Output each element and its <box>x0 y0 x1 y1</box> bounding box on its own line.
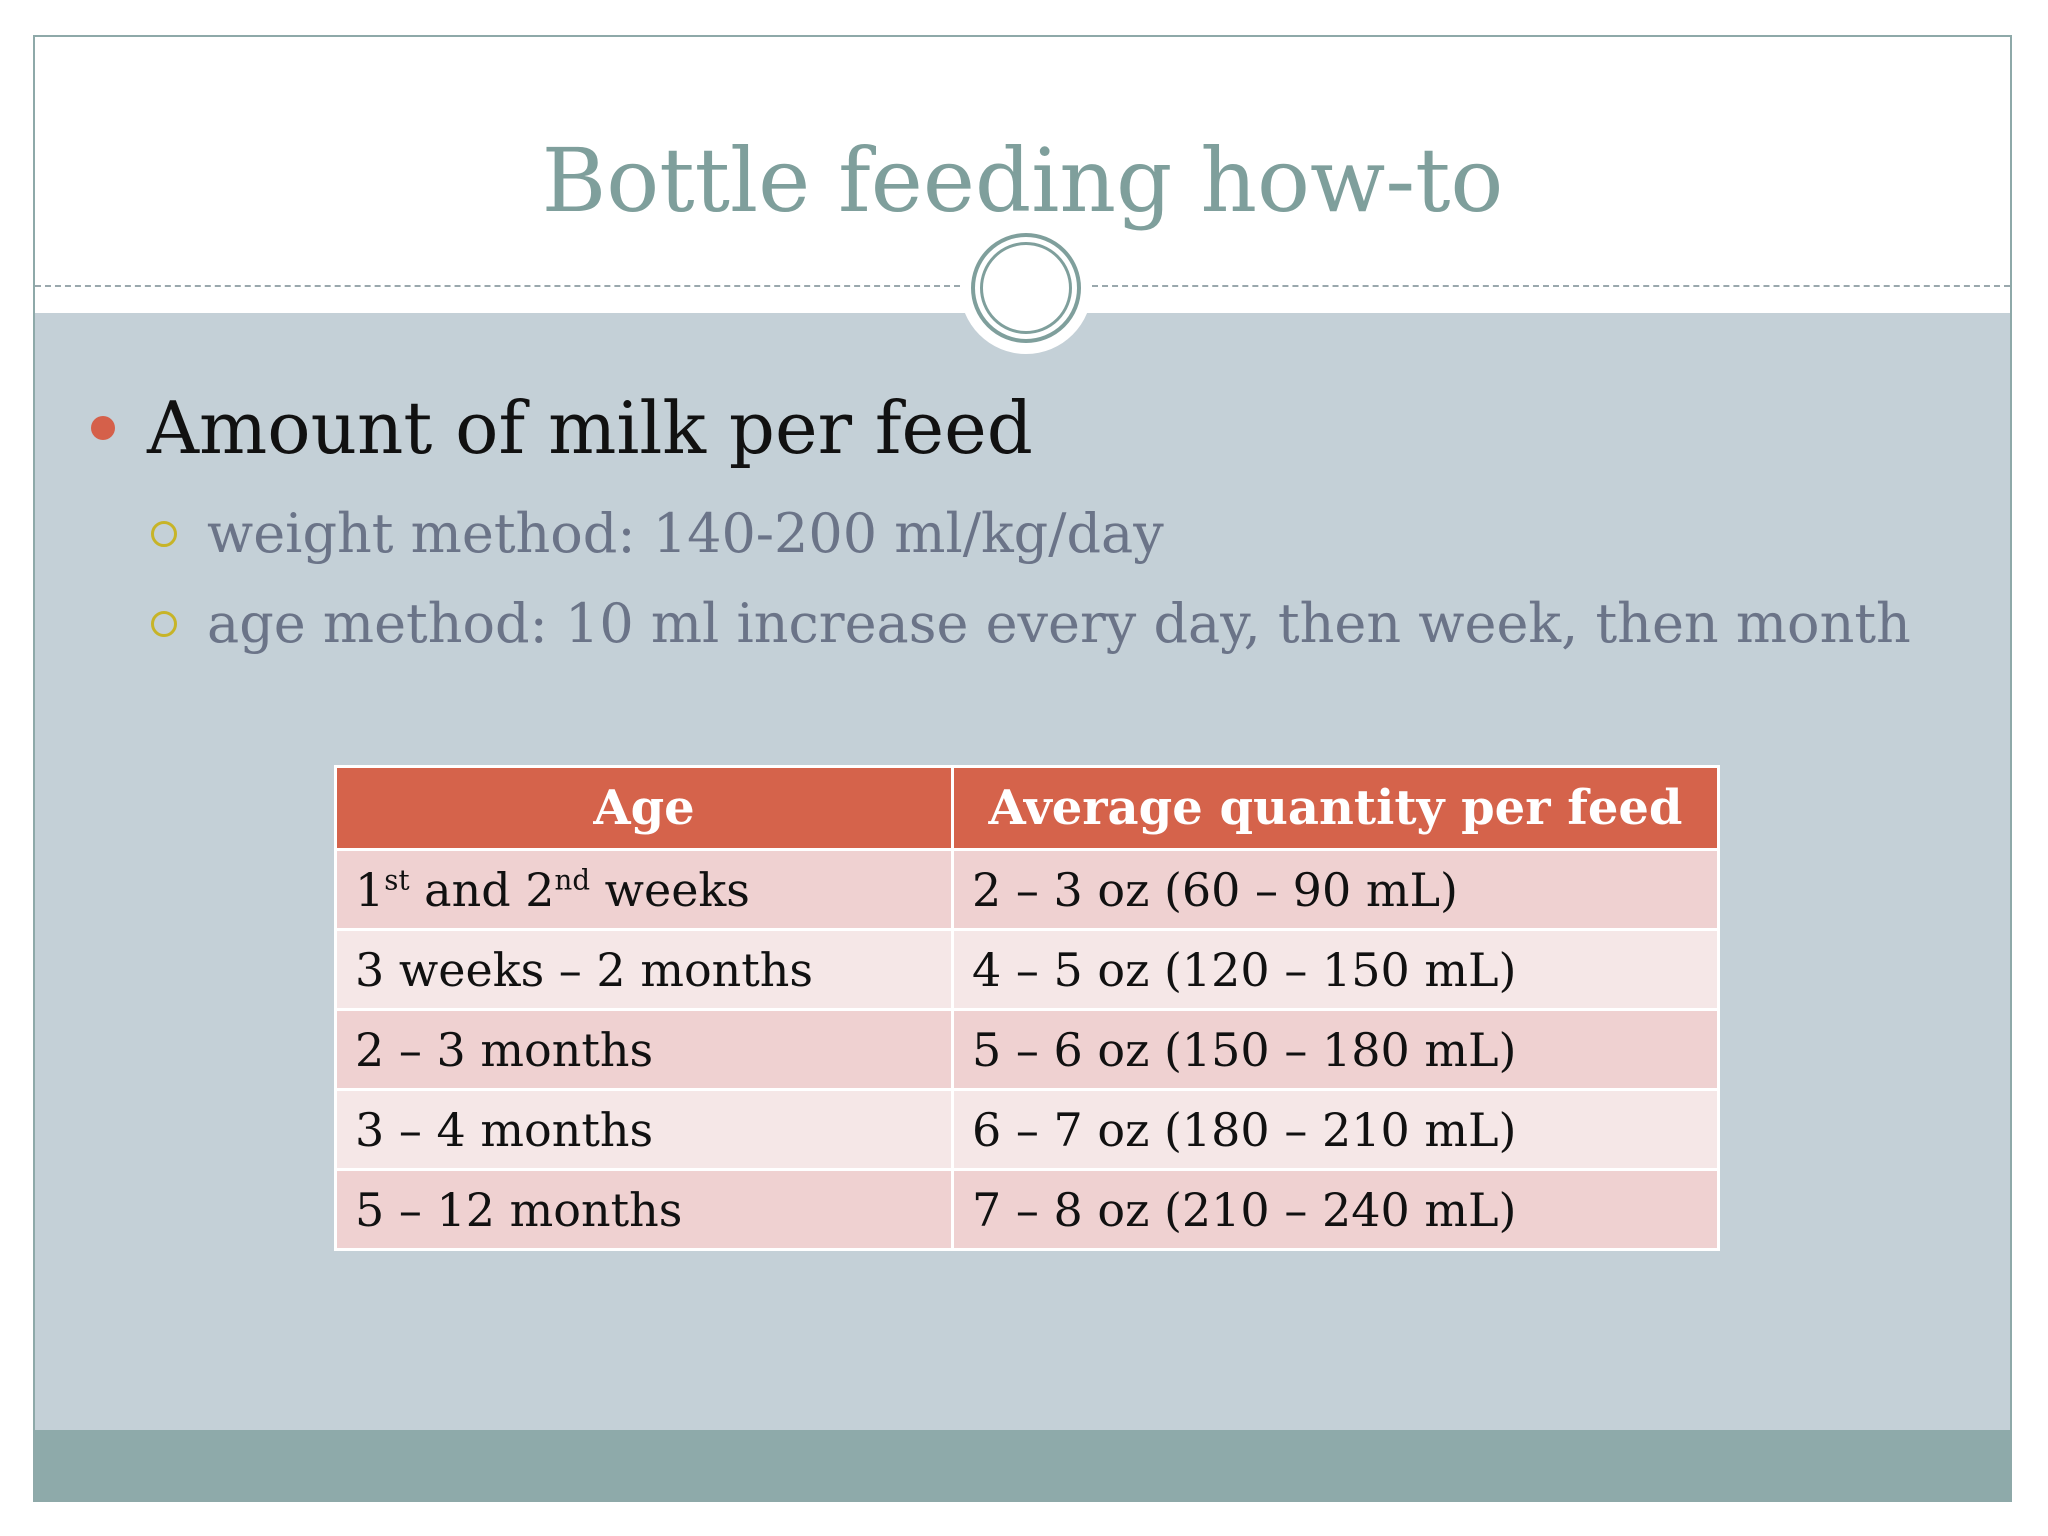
bullet-dot-icon <box>91 416 115 440</box>
table-row: 1st and 2nd weeks 2 – 3 oz (60 – 90 mL) <box>334 848 1720 931</box>
age-text: 1 <box>355 862 385 917</box>
footer-band <box>35 1430 2010 1500</box>
title-divider-left <box>35 285 960 287</box>
age-cell: 1st and 2nd weeks <box>334 848 954 931</box>
age-cell: 3 – 4 months <box>334 1088 954 1171</box>
title-divider-right <box>1092 285 2010 287</box>
age-cell: 2 – 3 months <box>334 1008 954 1091</box>
quantity-cell: 5 – 6 oz (150 – 180 mL) <box>951 1008 1720 1091</box>
sub-bullet-text: age method: 10 ml increase every day, th… <box>207 592 1911 655</box>
quantity-cell: 7 – 8 oz (210 – 240 mL) <box>951 1168 1720 1251</box>
header-quantity: Average quantity per feed <box>951 765 1720 851</box>
feeding-table: Age Average quantity per feed 1st and 2n… <box>334 765 1720 1251</box>
table-row: 2 – 3 months 5 – 6 oz (150 – 180 mL) <box>334 1008 1720 1091</box>
quantity-cell: 6 – 7 oz (180 – 210 mL) <box>951 1088 1720 1171</box>
slide-title: Bottle feeding how-to <box>541 129 1504 232</box>
ordinal-suffix: st <box>384 863 410 897</box>
quantity-cell: 4 – 5 oz (120 – 150 mL) <box>951 928 1720 1011</box>
slide: Bottle feeding how-to Amount of milk per… <box>33 35 2012 1502</box>
bullet-text: Amount of milk per feed <box>147 386 1033 470</box>
sub-bullet-text: weight method: 140-200 ml/kg/day <box>207 502 1164 565</box>
table-row: 5 – 12 months 7 – 8 oz (210 – 240 mL) <box>334 1168 1720 1251</box>
double-ring-icon <box>971 233 1081 343</box>
header-age: Age <box>334 765 954 851</box>
sub-bullet-ring-icon <box>151 521 177 547</box>
ordinal-suffix: nd <box>554 863 590 897</box>
table-row: 3 weeks – 2 months 4 – 5 oz (120 – 150 m… <box>334 928 1720 1011</box>
table-header-row: Age Average quantity per feed <box>334 765 1720 851</box>
quantity-cell: 2 – 3 oz (60 – 90 mL) <box>951 848 1720 931</box>
sub-bullet-ring-icon <box>151 611 177 637</box>
table-row: 3 – 4 months 6 – 7 oz (180 – 210 mL) <box>334 1088 1720 1171</box>
sub-bullet-weight-method: weight method: 140-200 ml/kg/day <box>151 507 1164 561</box>
age-cell: 5 – 12 months <box>334 1168 954 1251</box>
age-text: and 2 <box>409 862 555 917</box>
bullet-item: Amount of milk per feed <box>91 392 1033 464</box>
sub-bullet-age-method: age method: 10 ml increase every day, th… <box>151 597 1911 651</box>
age-cell: 3 weeks – 2 months <box>334 928 954 1011</box>
age-text: weeks <box>589 862 750 917</box>
